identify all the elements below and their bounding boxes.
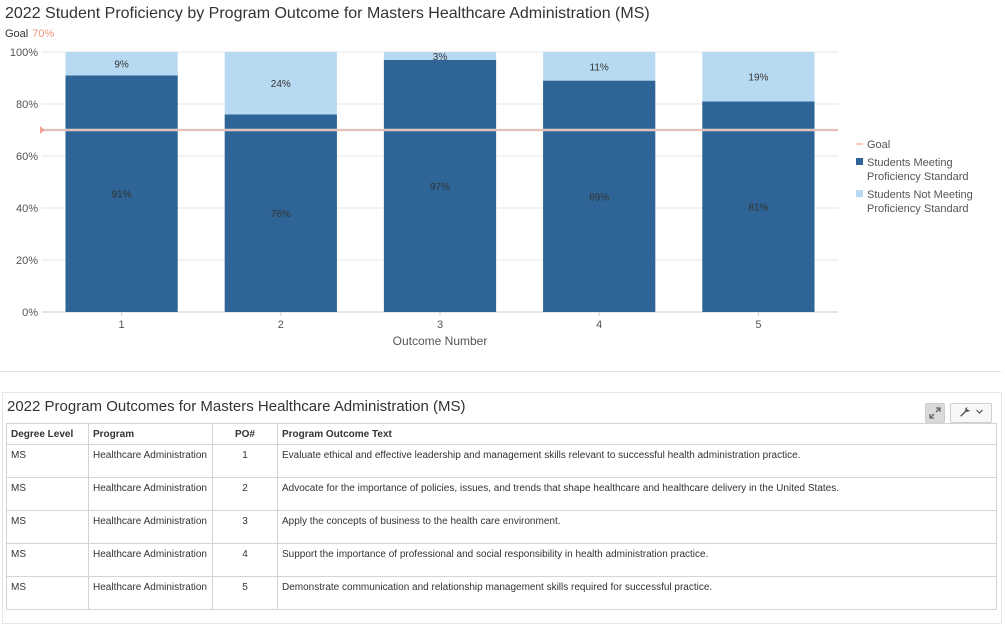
cell-outcome-text: Evaluate ethical and effective leadershi… [277, 444, 997, 478]
y-tick-label: 100% [10, 47, 38, 59]
legend-label: Students Not Meeting [867, 189, 973, 201]
bar-not-meeting [65, 52, 178, 76]
chart-title: 2022 Student Proficiency by Program Outc… [5, 5, 650, 22]
data-label: 97% [430, 182, 450, 193]
y-tick-label: 40% [16, 203, 38, 215]
bar-meeting [224, 114, 337, 313]
y-tick-label: 0% [22, 307, 38, 319]
bar-meeting [65, 75, 178, 313]
expand-button[interactable] [925, 403, 945, 423]
cell-outcome-text: Support the importance of professional a… [277, 543, 997, 577]
program-outcomes-table: Degree Level Program PO# Program Outcome… [6, 423, 997, 610]
cell-po-number: 3 [212, 510, 278, 544]
data-label: 89% [589, 192, 609, 203]
cell-program: Healthcare Administration [88, 576, 213, 610]
cell-program: Healthcare Administration [88, 510, 213, 544]
cell-program: Healthcare Administration [88, 477, 213, 511]
x-tick-label: 1 [119, 319, 125, 331]
x-tick-label: 4 [596, 319, 602, 331]
table-row: MS Healthcare Administration 4 Support t… [6, 543, 997, 577]
cell-degree-level: MS [6, 576, 89, 610]
header-program[interactable]: Program [88, 423, 213, 445]
bar-not-meeting [383, 52, 497, 60]
x-tick-label: 5 [755, 319, 761, 331]
cell-po-number: 5 [212, 576, 278, 610]
data-label: 19% [748, 73, 768, 84]
y-tick-label: 20% [16, 255, 38, 267]
goal-summary: Goal 70% [5, 28, 54, 40]
cell-outcome-text: Advocate for the importance of policies,… [277, 477, 997, 511]
bar-meeting [543, 80, 656, 312]
program-outcomes-panel: 2022 Program Outcomes for Masters Health… [2, 392, 1002, 624]
table-row: MS Healthcare Administration 3 Apply the… [6, 510, 997, 544]
x-tick-label: 3 [437, 319, 443, 331]
cell-degree-level: MS [6, 477, 89, 511]
section-divider [0, 371, 1001, 372]
expand-icon [929, 407, 941, 419]
tools-menu-button[interactable] [950, 403, 992, 423]
table-title: 2022 Program Outcomes for Masters Health… [7, 398, 466, 415]
table-row: MS Healthcare Administration 1 Evaluate … [6, 444, 997, 478]
x-axis-title: Outcome Number [393, 334, 488, 348]
legend-label: Goal [867, 139, 890, 151]
legend-label: Proficiency Standard [867, 171, 969, 183]
cell-degree-level: MS [6, 444, 89, 478]
cell-program: Healthcare Administration [88, 543, 213, 577]
cell-outcome-text: Apply the concepts of business to the he… [277, 510, 997, 544]
data-label: 81% [748, 203, 768, 214]
data-label: 24% [271, 79, 291, 90]
goal-summary-value: 70% [32, 28, 55, 40]
cell-program: Healthcare Administration [88, 444, 213, 478]
data-label: 3% [433, 52, 448, 63]
table-header-row: Degree Level Program PO# Program Outcome… [6, 423, 997, 445]
wrench-icon [959, 406, 971, 421]
cell-degree-level: MS [6, 543, 89, 577]
legend-label: Students Meeting [867, 157, 953, 169]
bar-meeting [702, 101, 815, 313]
data-label: 76% [271, 209, 291, 220]
y-tick-label: 60% [16, 151, 38, 163]
cell-degree-level: MS [6, 510, 89, 544]
cell-po-number: 1 [212, 444, 278, 478]
chevron-down-icon [975, 407, 984, 419]
bar-not-meeting [543, 52, 656, 81]
table-row: MS Healthcare Administration 5 Demonstra… [6, 576, 997, 610]
header-degree-level[interactable]: Degree Level [6, 423, 89, 445]
data-label: 11% [590, 62, 609, 73]
legend-swatch [856, 158, 863, 165]
cell-po-number: 4 [212, 543, 278, 577]
data-label: 91% [112, 190, 132, 201]
bar-not-meeting [224, 52, 337, 115]
cell-po-number: 2 [212, 477, 278, 511]
cell-outcome-text: Demonstrate communication and relationsh… [277, 576, 997, 610]
goal-marker [40, 126, 45, 134]
header-outcome-text[interactable]: Program Outcome Text [277, 423, 997, 445]
bar-meeting [383, 59, 497, 312]
legend-label: Proficiency Standard [867, 203, 969, 215]
x-tick-label: 2 [278, 319, 284, 331]
y-tick-label: 80% [16, 99, 38, 111]
table-row: MS Healthcare Administration 2 Advocate … [6, 477, 997, 511]
legend-swatch [856, 190, 863, 197]
bar-not-meeting [702, 52, 815, 102]
data-label: 9% [114, 60, 129, 71]
proficiency-chart: 91% 9% 76% 24% 97% 3% 89% 11% 81% 19% 0% 20% 40% 60%… [10, 47, 973, 348]
goal-summary-label: Goal [5, 28, 29, 40]
header-po-number[interactable]: PO# [212, 423, 278, 445]
